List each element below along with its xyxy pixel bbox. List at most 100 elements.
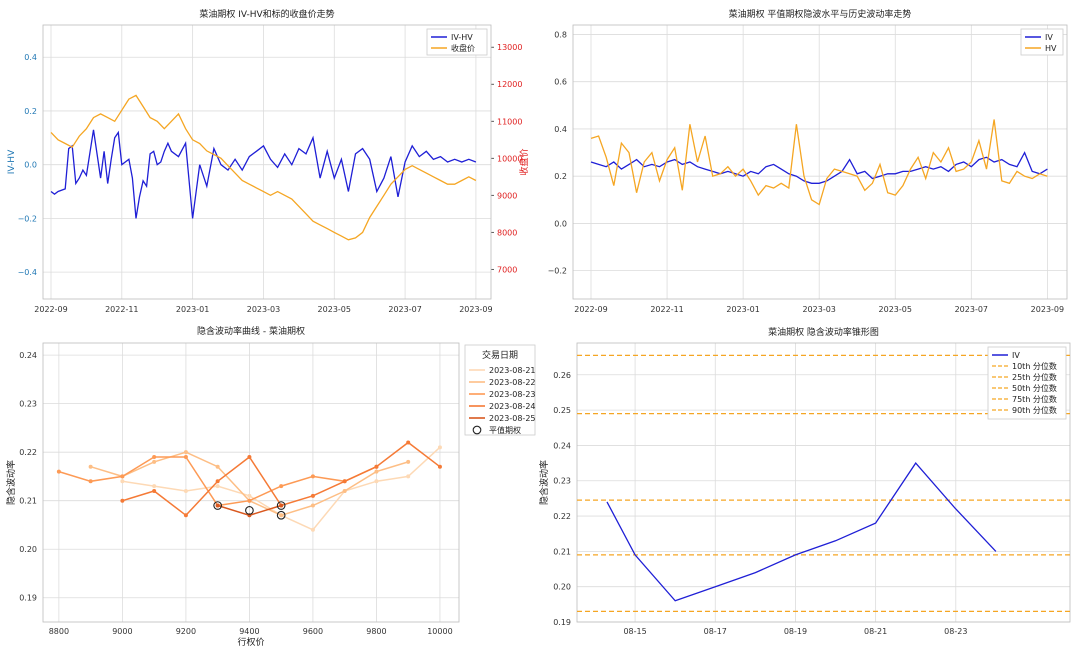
series-point <box>88 479 93 484</box>
x-tick-label: 9200 <box>176 627 196 636</box>
x-tick-label: 9400 <box>239 627 259 636</box>
series-point <box>88 464 93 469</box>
legend-box <box>426 28 488 56</box>
legend-box <box>987 346 1067 420</box>
x-tick-label: 2023-05 <box>879 305 912 314</box>
y-tick-label: 0.2 <box>554 172 567 181</box>
series-point <box>437 445 442 450</box>
series-point <box>374 469 379 474</box>
legend-label: IV-HV <box>451 33 473 42</box>
y-tick-label: 0.22 <box>19 448 37 457</box>
x-tick-label: 9800 <box>366 627 386 636</box>
series-point <box>183 455 188 460</box>
legend-label: 25th 分位数 <box>1012 372 1057 382</box>
y-tick-label: 0.8 <box>554 30 567 39</box>
y-right-tick-label: 13000 <box>497 43 522 52</box>
chart-title: 隐含波动率曲线 - 菜油期权 <box>197 325 305 337</box>
x-tick-label: 08-21 <box>864 627 887 636</box>
chart-iv-smile: 8800 9000 9200 9400 9600 9800 10000 0.19 0.20 0.2… <box>5 325 536 648</box>
series-point <box>152 459 157 464</box>
legend-label: 10th 分位数 <box>1012 361 1057 371</box>
y-tick-label: 0.4 <box>554 125 567 134</box>
chart-atm-iv-hv: 2022-09 2022-11 2023-01 2023-03 2023-05 2023-… <box>548 8 1068 314</box>
y-right-tick-label: 7000 <box>497 265 517 274</box>
plot-frame <box>572 24 1068 300</box>
x-tick-label: 2023-05 <box>318 305 351 314</box>
series-point <box>279 513 284 518</box>
series-point <box>406 459 411 464</box>
series-point <box>310 527 315 532</box>
x-tick-label: 2023-09 <box>1031 305 1064 314</box>
y-left-tick-label: −0.2 <box>18 214 37 223</box>
x-tick-label: 2022-09 <box>34 305 67 314</box>
legend-label: 2023-08-25 <box>489 414 536 423</box>
x-tick-label: 2022-11 <box>650 305 683 314</box>
x-tick-label: 2023-07 <box>955 305 988 314</box>
y-left-label: IV-HV <box>7 149 17 174</box>
legend-label: IV <box>1045 33 1053 42</box>
series-point <box>152 455 157 460</box>
y-left-tick-label: 0.0 <box>24 161 37 170</box>
series-point <box>215 479 220 484</box>
series-point <box>247 493 252 498</box>
x-tick-label: 2023-01 <box>176 305 209 314</box>
series-point <box>56 469 61 474</box>
legend-label: 平值期权 <box>489 425 521 435</box>
x-tick-label: 08-15 <box>623 627 646 636</box>
series-point <box>247 455 252 460</box>
series-point <box>183 513 188 518</box>
y-tick-label: 0.26 <box>553 371 571 380</box>
x-tick-label: 2022-11 <box>105 305 138 314</box>
chart-title: 菜油期权 平值期权隐波水平与历史波动率走势 <box>729 8 912 20</box>
y-tick-label: 0.19 <box>19 594 37 603</box>
series-point <box>152 484 157 489</box>
x-axis-label: 行权价 <box>237 636 264 646</box>
series-point <box>374 464 379 469</box>
atm-marker <box>245 506 254 515</box>
series-line-IV <box>590 151 1048 184</box>
series-point <box>215 464 220 469</box>
y-tick-label: 0.6 <box>554 78 567 87</box>
y-tick-label: 0.0 <box>554 219 567 228</box>
series-point <box>120 479 125 484</box>
series-point <box>406 474 411 479</box>
series-point <box>406 440 411 445</box>
x-tick-label: 2023-09 <box>459 305 492 314</box>
y-tick-label: −0.2 <box>548 267 567 276</box>
series-point <box>120 498 125 503</box>
legend-label: 75th 分位数 <box>1012 394 1057 404</box>
series-point <box>215 484 220 489</box>
x-tick-label: 8800 <box>49 627 69 636</box>
chart-title: 菜油期权 IV-HV和标的收盘价走势 <box>199 8 334 20</box>
legend-label: 90th 分位数 <box>1012 405 1057 415</box>
plot-frame <box>576 342 1071 623</box>
series-line-HV <box>590 119 1048 206</box>
legend-label: 2023-08-23 <box>489 390 536 399</box>
series-point <box>120 474 125 479</box>
x-tick-label: 08-23 <box>944 627 967 636</box>
y-tick-label: 0.25 <box>553 406 571 415</box>
y-axis-label: 隐含波动率 <box>5 460 17 505</box>
y-left-tick-label: 0.4 <box>24 53 37 62</box>
y-left-tick-label: 0.2 <box>24 107 37 116</box>
atm-marker <box>213 501 223 510</box>
y-right-tick-label: 12000 <box>497 80 522 89</box>
plot-frame <box>42 342 460 623</box>
y-tick-label: 0.20 <box>553 583 571 592</box>
series-point <box>342 488 347 493</box>
y-tick-label: 0.24 <box>553 441 571 450</box>
x-tick-label: 2023-03 <box>247 305 280 314</box>
y-tick-label: 0.22 <box>553 512 571 521</box>
y-tick-label: 0.20 <box>19 545 37 554</box>
y-left-tick-label: −0.4 <box>18 268 37 277</box>
series-point <box>279 503 284 508</box>
atm-marker <box>276 501 286 510</box>
y-tick-label: 0.23 <box>19 400 37 409</box>
x-tick-label: 2023-03 <box>802 305 835 314</box>
x-tick-label: 9600 <box>303 627 323 636</box>
series-point <box>215 503 220 508</box>
chart-iv-cone: 08-15 08-17 08-19 08-21 08-23 0.19 0.20 0.21 0.2… <box>538 326 1071 636</box>
series-point <box>310 503 315 508</box>
series-line-2023-08-21 <box>122 446 441 531</box>
